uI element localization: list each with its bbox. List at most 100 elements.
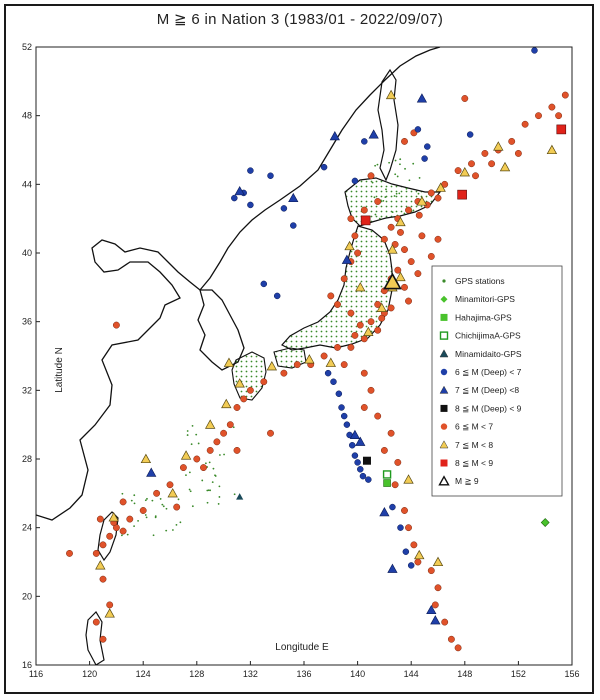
gps-station-dot [186,430,189,432]
event-shallow-m6 [401,283,408,291]
event-shallow-m7 [266,360,278,371]
x-axis-label: Longitude E [275,642,329,653]
gps-station-dot [161,503,164,506]
event-shallow-m6 [431,601,439,609]
gps-station-dot [144,499,147,502]
gps-station-dot [382,199,385,202]
gps-station-dot [162,505,165,508]
x-tick-label: 148 [457,669,472,679]
gps-station-dot [188,488,191,491]
event-shallow-m6 [380,235,388,243]
event-shallow-m6 [360,335,368,343]
gps-station-dot [388,161,391,164]
gps-station-dot [412,209,415,212]
event-shallow-m7 [499,161,511,172]
event-shallow-m6 [378,314,386,322]
event-shallow-m6 [508,137,516,145]
event-shallow-m6 [561,91,569,99]
gps-station-dot [159,498,162,500]
event-deep-m6 [231,194,238,202]
asian-mainland-coastline [36,47,441,521]
event-shallow-m6 [354,249,362,257]
gps-station-dot [399,158,402,161]
event-deep-m6 [531,47,538,54]
event-shallow-m6 [360,369,368,377]
gps-station-dot [218,485,221,488]
gps-station-dot [399,163,401,166]
event-shallow-m6 [260,378,268,386]
kyushu-island [231,351,267,401]
gps-station-dot [175,523,178,526]
event-shallow-m6 [280,369,288,377]
y-tick-label: 24 [22,523,32,533]
y-tick-label: 16 [22,660,32,670]
legend-label: GPS stations [455,276,505,286]
event-shallow-m6 [401,507,408,514]
legend-circle-icon [440,423,448,430]
event-shallow-m6 [394,458,402,466]
gps-station-dot [374,213,377,216]
event-shallow-m6 [367,386,375,394]
event-shallow-m6 [374,326,382,334]
event-deep-m7 [146,467,157,477]
event-shallow-m6 [200,464,207,472]
gps-station-dot [393,195,396,197]
event-m9 [383,272,402,290]
legend-item: 7 ≦ M < 8 [439,440,493,450]
event-shallow-m6 [360,404,368,411]
y-tick-label: 28 [22,454,32,464]
event-shallow-m8 [457,189,467,200]
legend-item: 8 ≦ M < 9 [440,458,493,468]
event-shallow-m6 [410,541,418,549]
gps-station-dot [385,188,387,191]
event-deep-m7 [426,604,437,615]
event-deep-m7 [234,185,245,196]
event-shallow-m7 [223,357,235,367]
event-deep-m6 [357,466,364,473]
event-deep-m7 [379,506,390,517]
event-shallow-m6 [112,321,120,329]
event-shallow-m6 [391,240,399,248]
event-shallow-m6 [387,429,395,437]
legend-label: Minamitori-GPS [455,294,515,304]
event-deep-m6 [324,369,332,377]
event-shallow-m6 [405,297,412,305]
event-shallow-m7 [395,216,406,227]
event-shallow-m7 [167,488,178,498]
legend-label: ChichijimaA-GPS [455,331,521,341]
event-shallow-m6 [106,601,114,609]
event-shallow-m6 [535,112,542,120]
gps-station-dot [120,534,123,537]
event-shallow-m7 [385,89,397,100]
event-deep-m6 [320,163,328,171]
event-shallow-m6 [401,246,408,254]
gps-station-dot [201,479,204,482]
x-tick-label: 156 [564,669,579,679]
gps-station-dot [373,196,376,199]
event-shallow-m6 [407,258,415,266]
event-deep-m6 [338,404,345,411]
gps-station-dot [214,475,217,477]
event-shallow-m6 [99,541,107,549]
event-shallow-m7 [205,419,216,429]
event-shallow-m6 [414,270,422,278]
event-deep-m6 [354,459,361,466]
gps-station-dot [133,494,136,497]
gps-station-dot [217,503,220,505]
event-shallow-m6 [387,223,395,231]
event-deep-m6 [267,172,274,179]
gps-station-dot [398,192,401,195]
legend-diamond-icon [440,295,448,303]
event-shallow-m7 [546,144,558,155]
gps-station-dot [209,489,212,492]
legend: GPS stations Minamitori-GPS Hahajima-GPS Ch… [431,265,563,497]
gps-station-dot [171,529,174,531]
legend-circle-icon [440,368,448,376]
event-shallow-m7 [432,556,444,567]
event-shallow-m6 [92,549,100,557]
event-shallow-m6 [347,343,355,351]
event-shallow-m6 [521,120,529,128]
event-shallow-m7 [344,240,355,251]
figure-frame [4,4,594,694]
gps-station-dot [190,443,193,446]
